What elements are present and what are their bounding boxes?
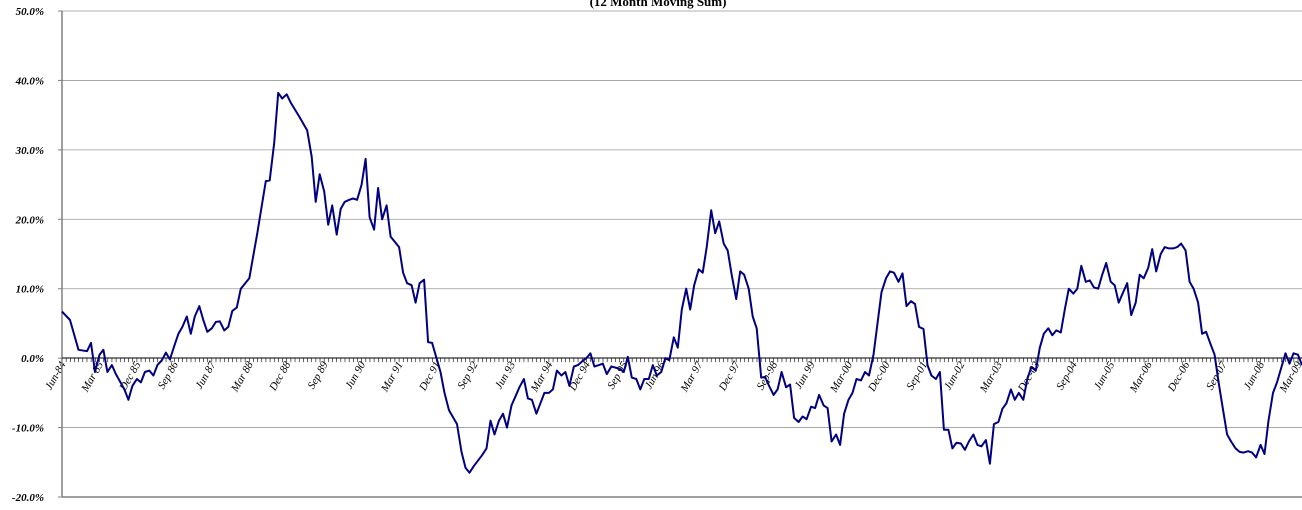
y-tick-label: 10.0% xyxy=(16,284,44,296)
y-tick-label: -10.0% xyxy=(12,423,44,435)
y-tick-label: 40.0% xyxy=(15,75,44,87)
x-tick-label: Dec 88 xyxy=(267,359,294,394)
x-tick-label: Jun-05 xyxy=(1092,359,1118,392)
x-tick-label: Jun 90 xyxy=(343,359,368,391)
x-tick-label: Dec-00 xyxy=(866,359,893,394)
y-axis-ticks: 50.0% 40.0% 30.0% 20.0% 10.0% 0.0% -10.0% -20.0… xyxy=(12,6,62,504)
y-tick-label: 30.0% xyxy=(15,145,44,157)
x-tick-label: Mar-00 xyxy=(828,359,856,395)
x-tick-label: Sep-01 xyxy=(904,360,930,392)
x-tick-label: Jun-08 xyxy=(1241,359,1267,392)
x-tick-label: Jun 87 xyxy=(193,359,218,391)
x-tick-label: Sep-98 xyxy=(755,359,781,392)
series-line xyxy=(61,91,1302,474)
x-tick-label: Mar-03 xyxy=(977,359,1005,395)
y-tick-label: 0.0% xyxy=(21,353,44,365)
x-tick-label: Sep 89 xyxy=(306,359,331,391)
x-tick-label: Jun-84 xyxy=(43,359,69,392)
x-tick-label: Mar-06 xyxy=(1127,359,1155,395)
x-tick-label: Mar 85 xyxy=(79,359,106,395)
chart-subtitle: (12 Month Moving Sum) xyxy=(590,0,727,9)
x-tick-label: Mar 88 xyxy=(229,359,256,395)
x-tick-label: Sep-04 xyxy=(1054,359,1080,392)
x-tick-label: Dec 85 xyxy=(117,359,144,394)
x-tick-label: Dec 97 xyxy=(716,359,743,394)
y-tick-label: 20.0% xyxy=(15,214,44,226)
x-tick-label: Jun-02 xyxy=(942,359,968,392)
x-tick-label: Mar 97 xyxy=(678,359,705,395)
x-tick-label: Mar 91 xyxy=(378,360,405,395)
x-tick-label: Dec-06 xyxy=(1165,359,1192,394)
y-tick-label: 50.0% xyxy=(16,6,44,18)
x-tick-label: Sep 92 xyxy=(455,359,480,391)
x-tick-label: Jun 93 xyxy=(493,359,518,391)
x-tick-label: Jun 99 xyxy=(792,359,817,391)
x-axis-ticks: Jun-84 Mar 85 Dec 85 Sep 86 Jun 87 Mar 88 Dec … xyxy=(43,358,1302,395)
y-tick-label: -20.0% xyxy=(12,492,44,504)
grid-lines xyxy=(62,10,1302,428)
